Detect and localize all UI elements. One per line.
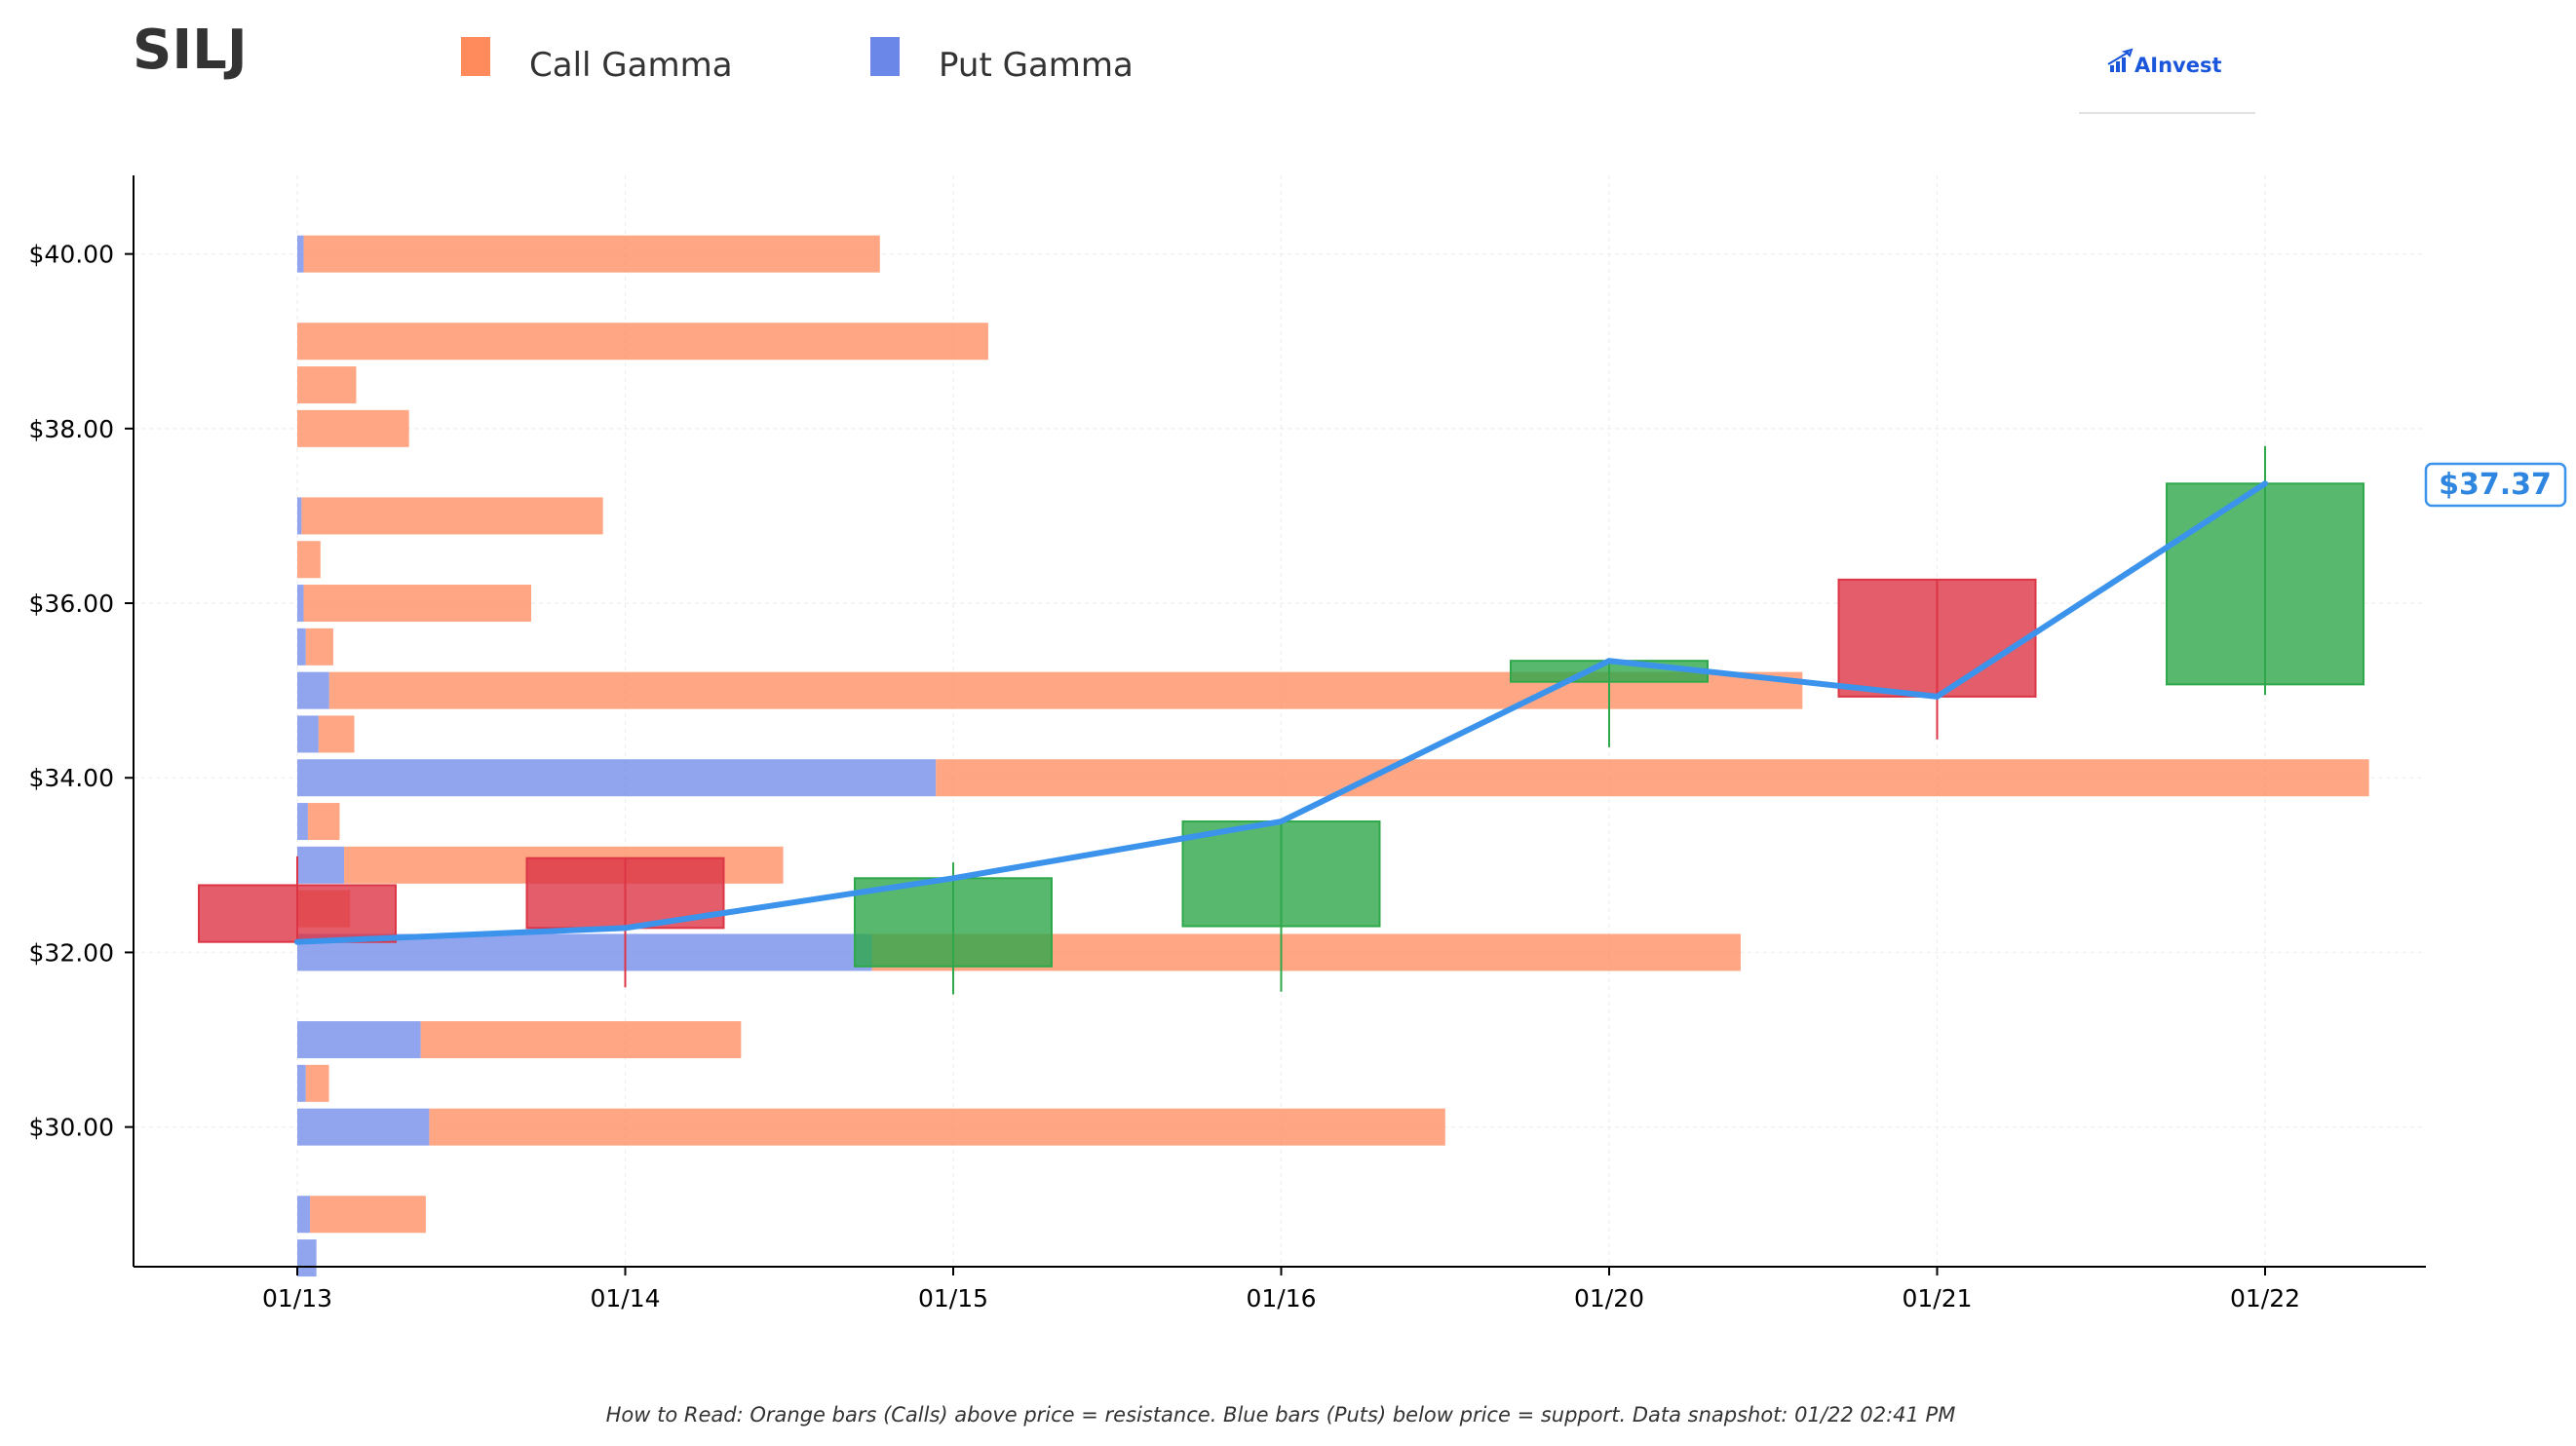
candle-body: [1181, 820, 1381, 928]
put-gamma-bar: [297, 628, 306, 666]
put-gamma-bar: [297, 759, 937, 797]
candle-body: [2166, 482, 2365, 686]
call-gamma-bar: [936, 759, 2369, 797]
x-tick-label: 01/21: [1902, 1284, 1972, 1313]
y-tick-label: $38.00: [29, 415, 114, 443]
x-tick-label: 01/15: [918, 1284, 988, 1313]
y-tick-label: $36.00: [29, 590, 114, 618]
call-gamma-bar: [307, 803, 340, 841]
call-gamma-bar: [297, 366, 357, 404]
call-gamma-bar: [297, 323, 988, 361]
bar-chart-arrow-icon: [2107, 48, 2134, 72]
y-tick-label: $32.00: [29, 938, 114, 967]
call-gamma-bar: [303, 235, 880, 273]
x-tick-label: 01/20: [1574, 1284, 1644, 1313]
call-gamma-bar: [310, 1196, 426, 1234]
x-tick-label: 01/22: [2230, 1284, 2300, 1313]
call-gamma-bar: [297, 541, 321, 579]
put-gamma-bar: [297, 235, 304, 273]
put-gamma-bar: [297, 1239, 317, 1277]
put-gamma-bar: [297, 846, 345, 884]
y-tick-label: $30.00: [29, 1114, 114, 1142]
x-tick-label: 01/14: [590, 1284, 660, 1313]
call-gamma-bar: [420, 1021, 742, 1059]
legend-call-swatch: [461, 37, 490, 76]
y-tick-label: $40.00: [29, 241, 114, 269]
put-gamma-bar: [297, 1196, 311, 1234]
logo-text: AInvest: [2134, 54, 2222, 77]
put-gamma-bar: [297, 585, 304, 623]
call-gamma-bar: [297, 409, 409, 447]
put-gamma-bar: [297, 1064, 306, 1102]
legend: Call Gamma Put Gamma: [461, 37, 1134, 85]
last-price-label: $37.37: [2439, 468, 2552, 502]
y-tick-label: $34.00: [29, 764, 114, 792]
legend-call-label: Call Gamma: [529, 46, 733, 85]
logo: AInvest: [2079, 48, 2255, 114]
call-gamma-bar: [305, 628, 333, 666]
candle-body: [854, 877, 1053, 968]
footnote: How to Read: Orange bars (Calls) above p…: [606, 1403, 1956, 1427]
legend-put-swatch: [870, 37, 900, 76]
call-gamma-bar: [301, 497, 603, 535]
last-price-box: [2424, 462, 2567, 508]
close-line: [294, 480, 2268, 945]
legend-put-label: Put Gamma: [939, 46, 1134, 85]
candle-body: [198, 884, 397, 943]
call-gamma-bar: [429, 1108, 1445, 1146]
candlesticks: [198, 445, 2365, 995]
put-gamma-bar: [297, 803, 308, 841]
put-gamma-bar: [297, 671, 329, 709]
chart-title: SILJ: [133, 19, 248, 82]
axes: $30.00 $32.00 $34.00 $36.00 $38.00 $40.00 01/1…: [29, 175, 2426, 1313]
x-tick-label: 01/13: [262, 1284, 332, 1313]
put-gamma-bar: [297, 1021, 421, 1059]
gamma-bars: [297, 235, 2369, 1277]
call-gamma-bar: [303, 585, 532, 623]
candle-body: [1837, 578, 2037, 698]
call-gamma-bar: [305, 1064, 329, 1102]
call-gamma-bar: [318, 715, 355, 753]
last-price-badge: $37.37: [2424, 462, 2567, 508]
put-gamma-bar: [297, 497, 302, 535]
put-gamma-bar: [297, 715, 319, 753]
put-gamma-bar: [297, 1108, 430, 1146]
close-price-line: [294, 480, 2268, 945]
x-tick-label: 01/16: [1246, 1284, 1316, 1313]
